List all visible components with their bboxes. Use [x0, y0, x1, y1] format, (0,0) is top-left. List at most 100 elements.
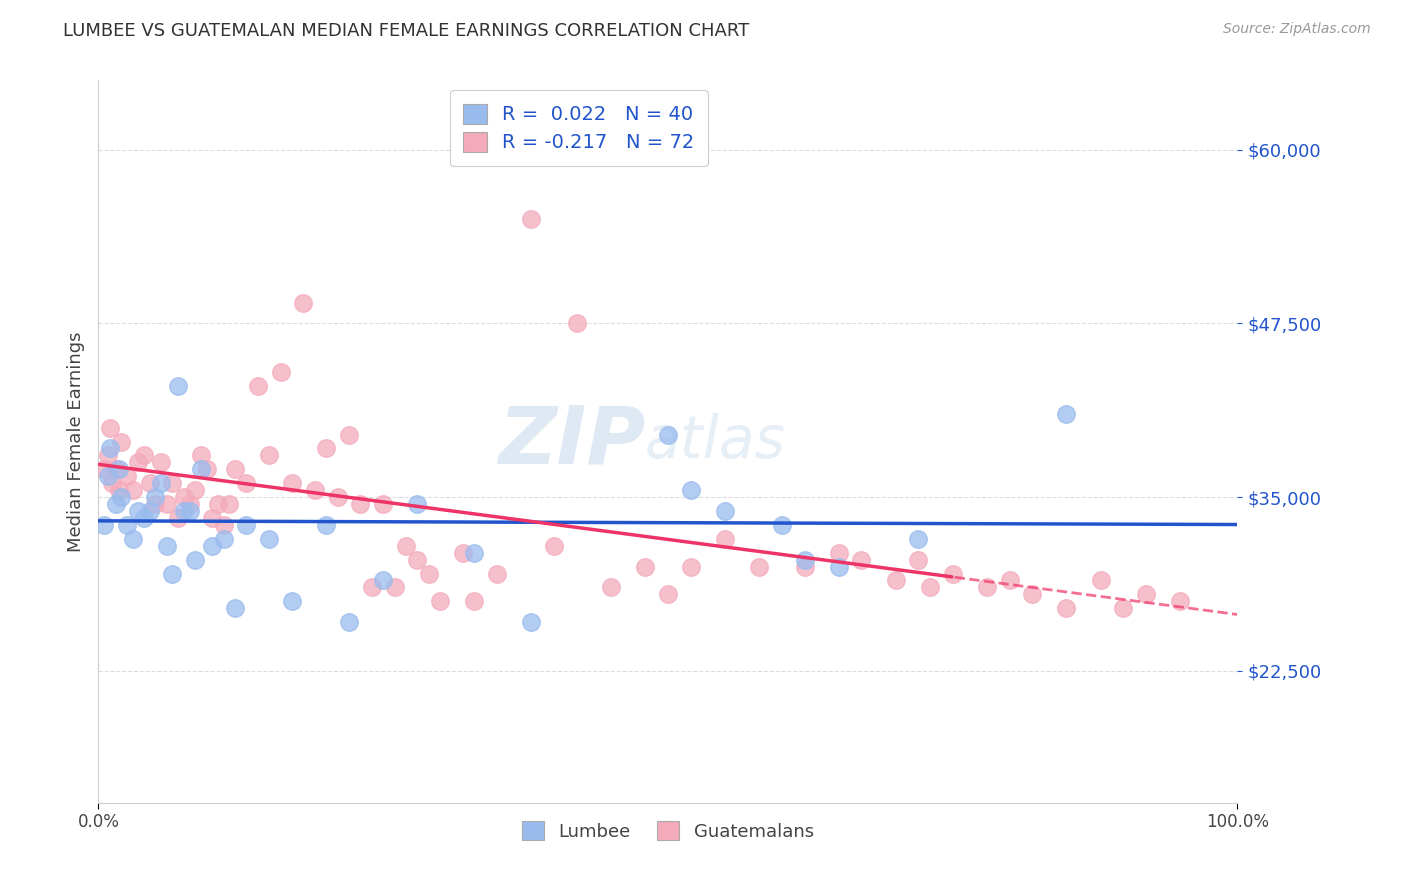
Point	[463, 594, 485, 608]
Point	[150, 476, 173, 491]
Point	[259, 449, 281, 463]
Point	[179, 497, 201, 511]
Point	[121, 532, 143, 546]
Point	[679, 483, 702, 498]
Point	[167, 511, 190, 525]
Point	[998, 574, 1021, 588]
Point	[162, 476, 184, 491]
Point	[167, 379, 190, 393]
Point	[1090, 574, 1112, 588]
Point	[918, 581, 941, 595]
Point	[565, 317, 588, 331]
Point	[145, 497, 167, 511]
Point	[543, 539, 565, 553]
Point	[173, 490, 195, 504]
Point	[195, 462, 218, 476]
Point	[110, 434, 132, 449]
Point	[1021, 587, 1043, 601]
Point	[337, 615, 360, 630]
Point	[212, 532, 235, 546]
Point	[714, 504, 737, 518]
Point	[138, 476, 160, 491]
Point	[942, 566, 965, 581]
Point	[207, 497, 229, 511]
Point	[184, 483, 207, 498]
Point	[127, 455, 149, 469]
Point	[793, 552, 815, 566]
Point	[201, 539, 224, 553]
Point	[115, 517, 138, 532]
Point	[748, 559, 770, 574]
Point	[371, 497, 394, 511]
Point	[101, 476, 124, 491]
Point	[121, 483, 143, 498]
Point	[884, 574, 907, 588]
Point	[93, 462, 115, 476]
Text: LUMBEE VS GUATEMALAN MEDIAN FEMALE EARNINGS CORRELATION CHART: LUMBEE VS GUATEMALAN MEDIAN FEMALE EARNI…	[63, 22, 749, 40]
Point	[179, 504, 201, 518]
Point	[96, 449, 118, 463]
Point	[184, 552, 207, 566]
Point	[600, 581, 623, 595]
Text: atlas: atlas	[645, 413, 786, 470]
Point	[281, 594, 304, 608]
Point	[384, 581, 406, 595]
Point	[371, 574, 394, 588]
Point	[96, 469, 118, 483]
Point	[104, 462, 127, 476]
Point	[259, 532, 281, 546]
Legend: Lumbee, Guatemalans: Lumbee, Guatemalans	[515, 814, 821, 848]
Point	[679, 559, 702, 574]
Point	[98, 420, 121, 434]
Text: Source: ZipAtlas.com: Source: ZipAtlas.com	[1223, 22, 1371, 37]
Point	[224, 462, 246, 476]
Point	[190, 462, 212, 476]
Point	[406, 552, 429, 566]
Point	[907, 532, 929, 546]
Point	[418, 566, 440, 581]
Point	[138, 504, 160, 518]
Point	[156, 539, 179, 553]
Point	[108, 462, 131, 476]
Point	[1170, 594, 1192, 608]
Point	[1054, 601, 1078, 615]
Point	[1054, 407, 1078, 421]
Point	[315, 517, 337, 532]
Point	[451, 546, 474, 560]
Point	[115, 469, 138, 483]
Point	[1112, 601, 1135, 615]
Point	[132, 449, 155, 463]
Point	[104, 497, 127, 511]
Point	[486, 566, 509, 581]
Point	[657, 587, 679, 601]
Point	[93, 517, 115, 532]
Point	[406, 497, 429, 511]
Point	[520, 212, 543, 227]
Point	[851, 552, 873, 566]
Point	[304, 483, 326, 498]
Point	[145, 490, 167, 504]
Point	[212, 517, 235, 532]
Point	[173, 504, 195, 518]
Point	[793, 559, 815, 574]
Point	[395, 539, 418, 553]
Point	[714, 532, 737, 546]
Point	[246, 379, 269, 393]
Point	[429, 594, 451, 608]
Point	[224, 601, 246, 615]
Point	[132, 511, 155, 525]
Point	[828, 546, 851, 560]
Point	[463, 546, 485, 560]
Point	[110, 490, 132, 504]
Point	[976, 581, 998, 595]
Point	[634, 559, 657, 574]
Text: ZIP: ZIP	[498, 402, 645, 481]
Point	[281, 476, 304, 491]
Point	[907, 552, 929, 566]
Point	[127, 504, 149, 518]
Y-axis label: Median Female Earnings: Median Female Earnings	[66, 331, 84, 552]
Point	[218, 497, 240, 511]
Point	[1135, 587, 1157, 601]
Point	[270, 365, 292, 379]
Point	[337, 427, 360, 442]
